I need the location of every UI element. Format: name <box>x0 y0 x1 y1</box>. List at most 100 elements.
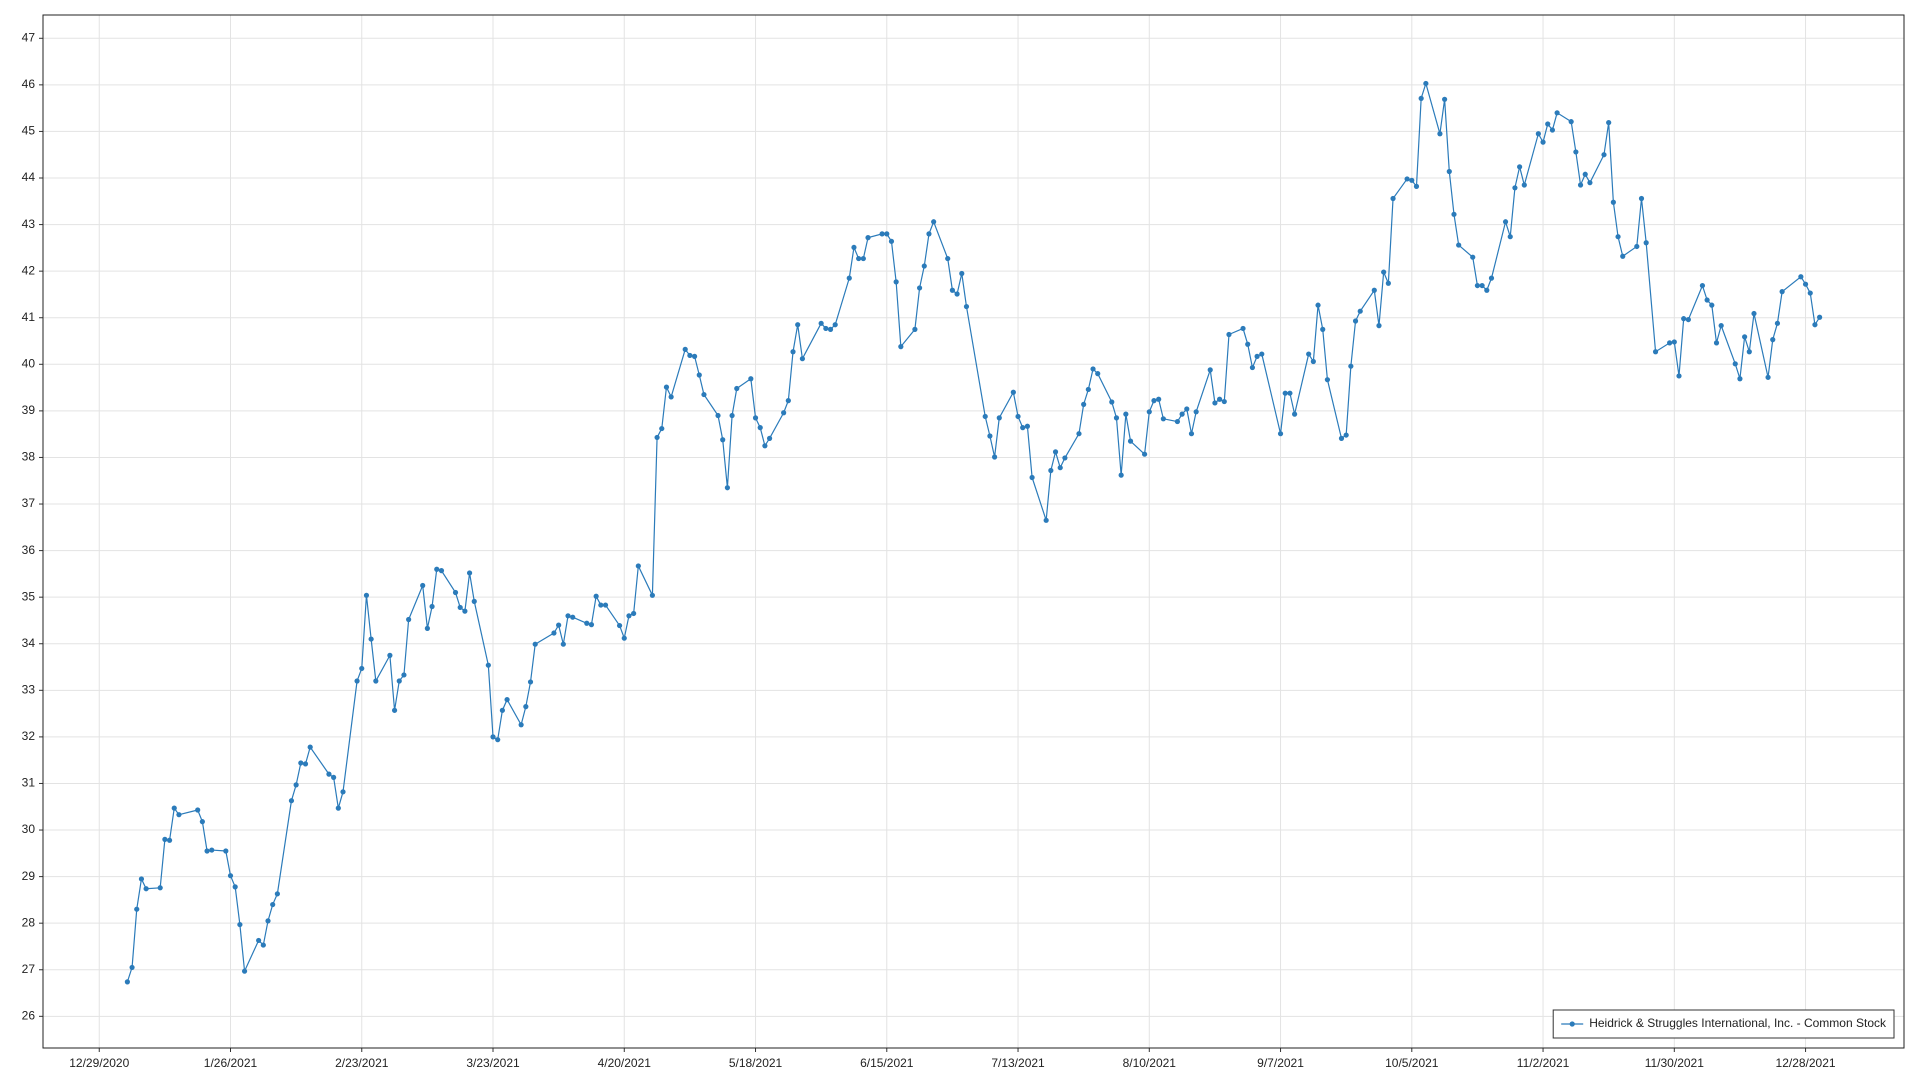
data-point <box>748 376 754 382</box>
data-point <box>1113 415 1120 421</box>
data-point <box>570 614 576 620</box>
data-point <box>1043 517 1049 523</box>
data-point <box>1488 275 1495 281</box>
legend-swatch-point <box>1569 1021 1575 1027</box>
data-point <box>1146 409 1152 415</box>
x-tick-label: 11/30/2021 <box>1645 1056 1704 1070</box>
data-point <box>293 782 299 788</box>
data-point <box>331 774 337 781</box>
data-point <box>1127 438 1134 444</box>
x-tick-label: 7/13/2021 <box>991 1056 1045 1070</box>
data-point <box>1095 371 1101 377</box>
data-point <box>1052 449 1059 455</box>
data-point <box>373 678 379 684</box>
data-point <box>1601 152 1607 158</box>
data-point <box>138 876 145 882</box>
data-point <box>1423 80 1429 87</box>
data-point <box>157 885 163 891</box>
plot-border <box>42 14 1905 1049</box>
data-point <box>1310 358 1316 365</box>
data-point <box>963 303 970 310</box>
y-tick-label: 28 <box>22 915 36 929</box>
data-point <box>1390 195 1396 202</box>
data-point <box>462 608 468 614</box>
data-point <box>1306 351 1312 357</box>
data-point <box>1606 119 1612 126</box>
legend: Heidrick & Struggles International, Inc.… <box>1552 1009 1895 1039</box>
x-tick-label: 6/15/2021 <box>860 1056 914 1070</box>
data-point <box>241 968 248 974</box>
data-point <box>856 255 862 262</box>
data-point <box>1160 416 1166 422</box>
y-tick-label: 38 <box>22 450 36 464</box>
data-point <box>452 589 459 596</box>
data-point <box>1338 435 1345 441</box>
data-point <box>1746 349 1752 355</box>
data-point <box>1221 398 1227 405</box>
data-point <box>1240 325 1246 332</box>
data-point <box>1643 240 1649 246</box>
data-point <box>626 613 632 619</box>
data-point <box>1156 396 1162 402</box>
data-point <box>621 635 627 641</box>
data-point <box>687 352 693 359</box>
data-point <box>1118 472 1124 478</box>
data-point <box>959 270 965 277</box>
data-point <box>781 410 787 416</box>
legend-label: Heidrick & Struggles International, Inc.… <box>1589 1016 1887 1030</box>
data-point <box>1587 180 1593 186</box>
data-point <box>176 812 182 818</box>
data-point <box>1535 131 1541 137</box>
data-point <box>1212 400 1218 406</box>
data-point <box>1676 373 1682 379</box>
data-point <box>1015 413 1021 420</box>
data-point <box>1141 451 1148 457</box>
data-point <box>1479 282 1485 289</box>
x-tick-label: 4/20/2021 <box>598 1056 652 1070</box>
data-point <box>785 398 791 404</box>
data-point <box>1549 127 1556 133</box>
data-point <box>1685 316 1691 323</box>
y-tick-label: 34 <box>22 636 36 650</box>
data-point <box>1470 254 1476 260</box>
data-point <box>931 219 937 225</box>
y-tick-label: 33 <box>22 682 36 696</box>
data-point <box>1671 339 1677 345</box>
data-point <box>1085 386 1091 393</box>
data-point <box>593 593 599 599</box>
x-tick-label: 3/23/2021 <box>466 1056 520 1070</box>
data-point <box>406 616 412 623</box>
data-point <box>1193 409 1199 415</box>
data-point <box>124 979 130 985</box>
data-point <box>649 592 655 598</box>
data-point <box>1446 168 1452 175</box>
data-point <box>1174 418 1181 425</box>
x-tick-label: 5/18/2021 <box>729 1056 783 1070</box>
data-point <box>584 620 590 626</box>
data-point <box>823 325 829 332</box>
data-point <box>1287 390 1293 396</box>
data-point <box>949 287 956 293</box>
data-point <box>1545 121 1551 127</box>
data-point <box>701 391 707 398</box>
data-point <box>1681 316 1687 322</box>
data-point <box>1315 302 1321 308</box>
data-point <box>654 434 660 441</box>
data-point <box>1259 351 1265 357</box>
data-point <box>1188 431 1195 437</box>
data-point <box>307 744 313 750</box>
data-point <box>368 636 374 642</box>
data-point <box>1207 367 1213 373</box>
data-point <box>1320 326 1326 332</box>
data-point <box>466 570 473 576</box>
data-point <box>256 937 262 944</box>
data-point <box>495 737 501 743</box>
data-point <box>391 707 398 713</box>
data-point <box>354 678 360 684</box>
data-point <box>616 622 623 629</box>
data-point <box>499 707 505 713</box>
data-point <box>893 279 899 285</box>
data-point <box>818 320 824 326</box>
data-point <box>1226 331 1232 338</box>
data-point <box>340 789 346 795</box>
